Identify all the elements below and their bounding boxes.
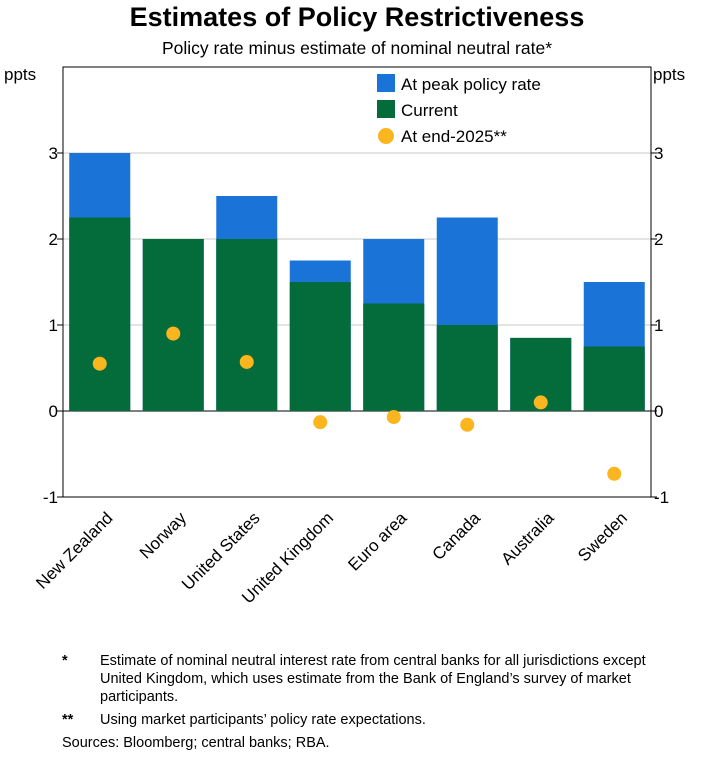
bar-current (436, 325, 498, 411)
chart: Estimates of Policy Restrictiveness Poli… (4, 2, 685, 607)
y-tick-label-right: 3 (654, 144, 663, 163)
footnotes: * Estimate of nominal neutral interest r… (62, 652, 662, 752)
category-label: Australia (497, 508, 558, 569)
dot-end-2025 (533, 395, 548, 410)
bar-current (142, 239, 204, 411)
legend-swatch-end-2025 (378, 128, 394, 144)
dot-end-2025 (239, 354, 254, 369)
category-label: Sweden (574, 508, 631, 565)
bar-current (363, 303, 425, 411)
category-label: Canada (429, 508, 485, 564)
footnote-2-mark: ** (62, 712, 74, 728)
dot-end-2025 (460, 417, 475, 432)
legend-label-end-2025: At end-2025** (401, 127, 507, 146)
sources: Sources: Bloomberg; central banks; RBA. (62, 735, 330, 751)
legend-swatch-current (377, 100, 395, 118)
y-unit-right: ppts (653, 65, 685, 84)
legend-label-peak: At peak policy rate (401, 75, 541, 94)
category-label: Euro area (344, 508, 411, 575)
legend-swatch-peak (377, 74, 395, 92)
current-bars (69, 217, 645, 411)
category-label: Norway (136, 508, 191, 563)
category-label: New Zealand (32, 508, 116, 592)
chart-title: Estimates of Policy Restrictiveness (130, 2, 585, 32)
footnote-2-text: Using market participants’ policy rate e… (100, 712, 426, 728)
bar-current (289, 282, 351, 411)
bar-current (216, 239, 278, 411)
y-tick-label-left: 1 (49, 316, 58, 335)
y-tick-label-right: 1 (654, 316, 663, 335)
dot-end-2025 (92, 356, 107, 371)
dot-end-2025 (313, 415, 328, 430)
dot-end-2025 (166, 326, 181, 341)
end-2025-dots (92, 326, 622, 481)
y-tick-label-right: 2 (654, 230, 663, 249)
footnote-1-mark: * (62, 653, 68, 669)
bar-current (583, 346, 645, 411)
footnote-1-text: Estimate of nominal neutral interest rat… (100, 653, 646, 705)
legend-label-current: Current (401, 101, 458, 120)
y-unit-left: ppts (4, 65, 36, 84)
y-tick-label-right: -1 (654, 488, 669, 507)
dot-end-2025 (386, 410, 401, 425)
dot-end-2025 (607, 466, 622, 481)
bar-current (69, 217, 131, 411)
footnote-1: * Estimate of nominal neutral interest r… (62, 652, 662, 706)
plot-frame (62, 66, 652, 498)
y-tick-label-left: 3 (49, 144, 58, 163)
footnote-2: ** Using market participants’ policy rat… (62, 711, 662, 729)
y-axis-ticks: -1 -1 0 0 1 1 2 2 3 3 (43, 144, 669, 507)
y-tick-label-left: 2 (49, 230, 58, 249)
y-tick-label-right: 0 (654, 402, 663, 421)
y-tick-label-left: 0 (49, 402, 58, 421)
y-tick-label-left: -1 (43, 488, 58, 507)
legend: At peak policy rate Current At end-2025*… (377, 74, 541, 146)
chart-subtitle: Policy rate minus estimate of nominal ne… (162, 38, 552, 58)
